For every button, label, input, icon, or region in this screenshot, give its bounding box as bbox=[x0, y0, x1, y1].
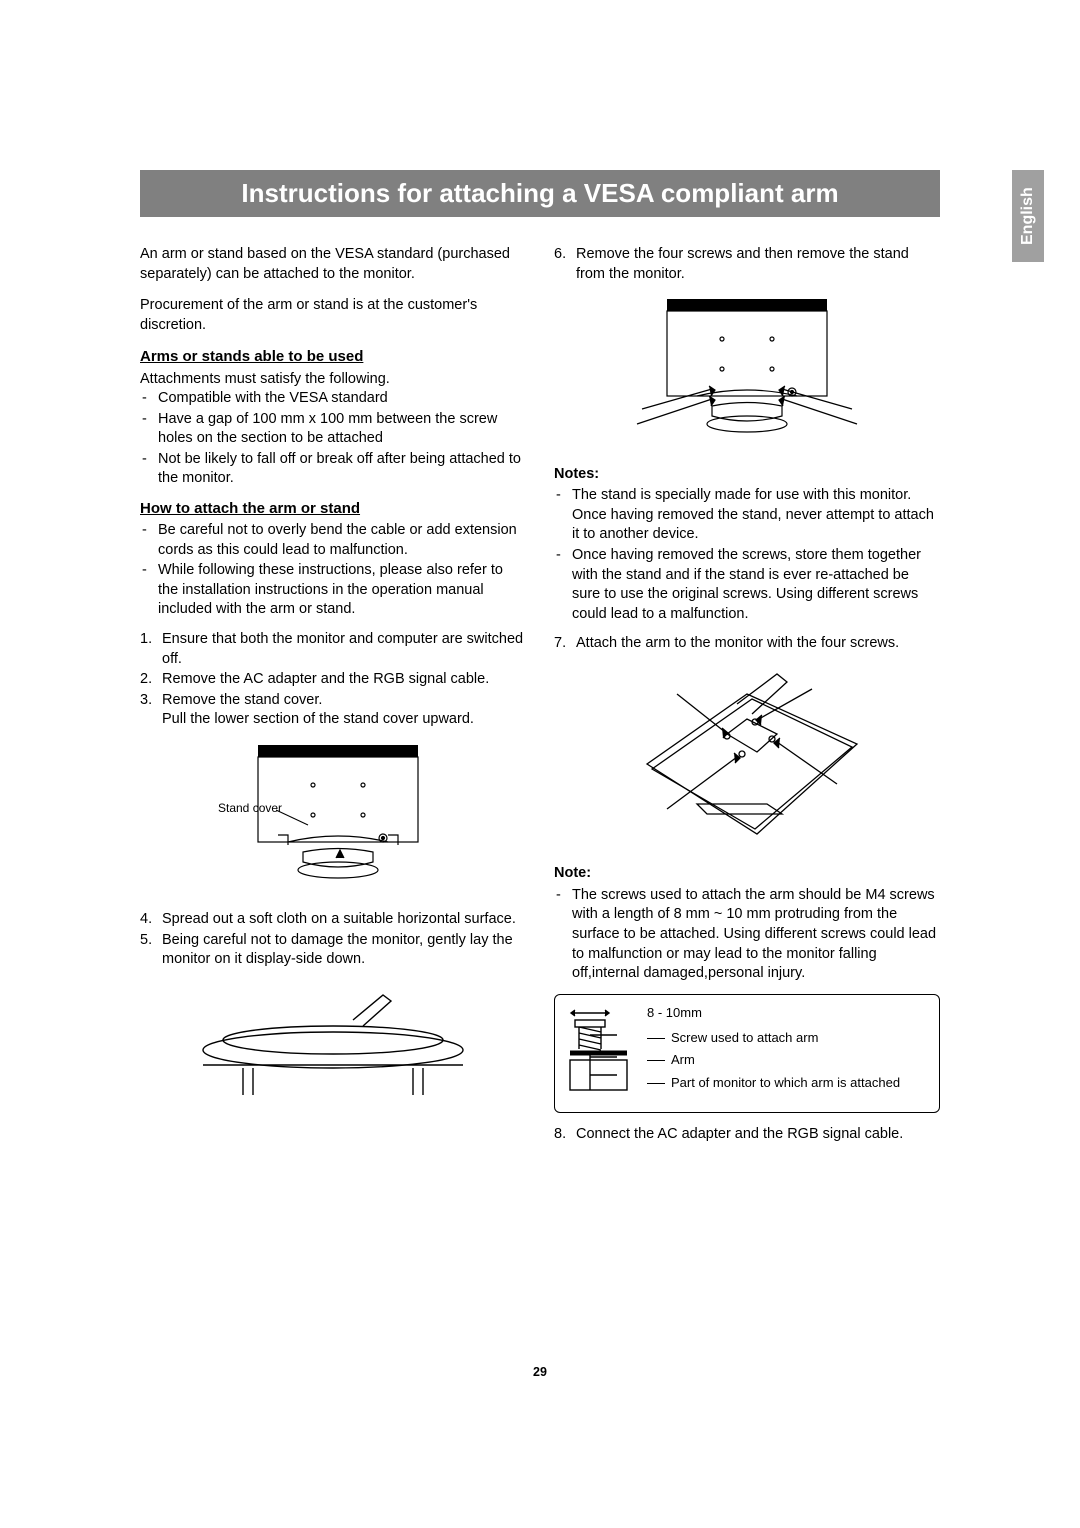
steps-1-3: 1.Ensure that both the monitor and compu… bbox=[140, 630, 526, 730]
notes1-item: Once having removed the screws, store th… bbox=[554, 546, 940, 624]
step3-sub: Pull the lower section of the stand cove… bbox=[162, 710, 526, 730]
howto-pre-item: Be careful not to overly bend the cable … bbox=[140, 521, 526, 560]
arms-list: Compatible with the VESA standard Have a… bbox=[140, 389, 526, 489]
left-column: An arm or stand based on the VESA standa… bbox=[140, 245, 526, 1154]
heading-howto: How to attach the arm or stand bbox=[140, 499, 526, 519]
screw-range: 8 - 10mm bbox=[647, 1005, 927, 1022]
screw-label-3: Part of monitor to which arm is attached bbox=[671, 1075, 900, 1092]
note2-heading: Note: bbox=[554, 864, 940, 884]
step: 8.Connect the AC adapter and the RGB sig… bbox=[554, 1125, 940, 1145]
arms-item: Have a gap of 100 mm x 100 mm between th… bbox=[140, 410, 526, 449]
step: 3.Remove the stand cover. Pull the lower… bbox=[140, 691, 526, 730]
arms-item: Not be likely to fall off or break off a… bbox=[140, 450, 526, 489]
language-tab: English bbox=[1012, 170, 1044, 262]
screw-label-1: Screw used to attach arm bbox=[671, 1030, 818, 1047]
figure-lay-down bbox=[140, 980, 526, 1107]
step: 1.Ensure that both the monitor and compu… bbox=[140, 630, 526, 669]
screw-label-2: Arm bbox=[671, 1052, 695, 1069]
step: 6.Remove the four screws and then remove… bbox=[554, 245, 940, 284]
intro-paragraph-1: An arm or stand based on the VESA standa… bbox=[140, 245, 526, 284]
intro-paragraph-2: Procurement of the arm or stand is at th… bbox=[140, 296, 526, 335]
right-column: 6.Remove the four screws and then remove… bbox=[554, 245, 940, 1154]
notes1-item: The stand is specially made for use with… bbox=[554, 486, 940, 545]
arms-lead: Attachments must satisfy the following. bbox=[140, 370, 526, 390]
step-8: 8.Connect the AC adapter and the RGB sig… bbox=[554, 1125, 940, 1145]
step: 4.Spread out a soft cloth on a suitable … bbox=[140, 910, 526, 930]
screw-diagram-box: 8 - 10mm Screw used to attach arm Arm Pa… bbox=[554, 994, 940, 1113]
heading-arms: Arms or stands able to be used bbox=[140, 347, 526, 367]
step-7: 7.Attach the arm to the monitor with the… bbox=[554, 634, 940, 654]
note2-list: The screws used to attach the arm should… bbox=[554, 886, 940, 984]
figure-attach-arm bbox=[554, 664, 940, 851]
stand-cover-label: Stand cover bbox=[218, 801, 282, 815]
page-title: Instructions for attaching a VESA compli… bbox=[140, 170, 940, 217]
notes-heading: Notes: bbox=[554, 465, 940, 485]
step-6: 6.Remove the four screws and then remove… bbox=[554, 245, 940, 284]
notes1-list: The stand is specially made for use with… bbox=[554, 486, 940, 624]
howto-pre-item: While following these instructions, plea… bbox=[140, 561, 526, 620]
page-number: 29 bbox=[140, 1365, 940, 1379]
figure-remove-screws bbox=[554, 294, 940, 451]
step: 5.Being careful not to damage the monito… bbox=[140, 931, 526, 970]
screw-icon bbox=[567, 1005, 637, 1100]
steps-4-5: 4.Spread out a soft cloth on a suitable … bbox=[140, 910, 526, 970]
howto-prelist: Be careful not to overly bend the cable … bbox=[140, 521, 526, 620]
arms-item: Compatible with the VESA standard bbox=[140, 389, 526, 409]
step: 2.Remove the AC adapter and the RGB sign… bbox=[140, 670, 526, 690]
figure-stand-cover: Stand cover bbox=[140, 740, 526, 897]
page-content: Instructions for attaching a VESA compli… bbox=[140, 170, 940, 1154]
step: 7.Attach the arm to the monitor with the… bbox=[554, 634, 940, 654]
note2-item: The screws used to attach the arm should… bbox=[554, 886, 940, 984]
